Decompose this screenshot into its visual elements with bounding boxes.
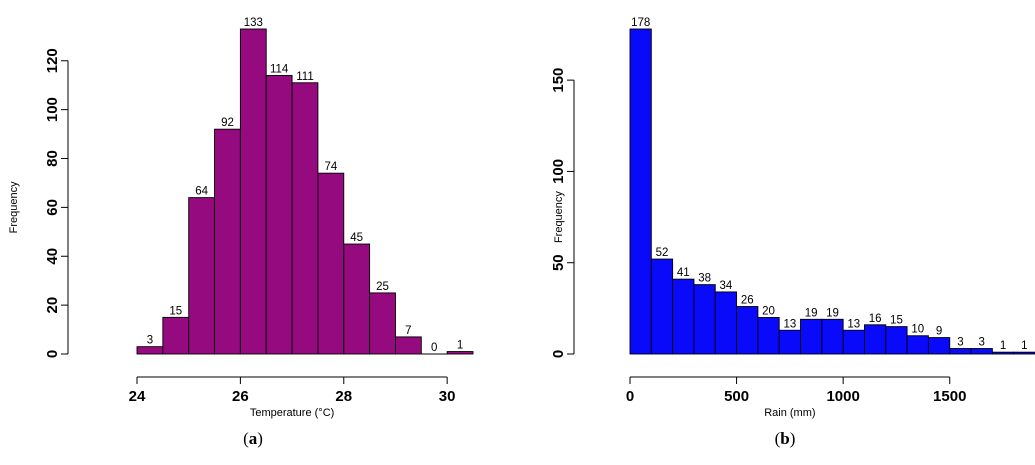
temp-x-tick-label: 28: [335, 388, 352, 405]
temp-x-tick-label: 30: [439, 388, 456, 405]
rain-bar-label: 19: [805, 307, 818, 319]
rain-bar-label: 3: [979, 337, 985, 349]
rain-y-axis-title: Frequency: [553, 191, 565, 243]
rain-bar-label: 9: [936, 326, 942, 338]
rain-bar-label: 13: [847, 318, 860, 330]
rain-bar-label: 38: [698, 273, 711, 285]
temp-bar-label: 74: [324, 161, 337, 173]
rain-bar: [885, 326, 908, 355]
rain-bar: [864, 324, 887, 355]
temp-bar-label: 25: [376, 281, 389, 293]
rain-bar-label: 15: [890, 315, 903, 327]
rain-bar: [927, 337, 951, 355]
rain-bar-label: 10: [911, 324, 924, 336]
rain-y-tick-label: 50: [550, 254, 567, 271]
temp-y-tick-label: 40: [44, 248, 61, 265]
rain-bar: [650, 258, 674, 355]
rain-bar-label: 34: [720, 280, 733, 292]
rain-y-tick-label: 0: [550, 350, 567, 358]
rain-bar: [757, 317, 780, 355]
temp-y-tick-label: 0: [44, 350, 61, 358]
rain-bar-label: 3: [957, 337, 963, 349]
temp-x-tick-label: 26: [232, 388, 249, 405]
rain-bar-label: 1: [1000, 340, 1006, 352]
rain-bar-label: 52: [656, 247, 669, 259]
temp-x-axis-title: Temperature (°C): [250, 407, 334, 419]
rain-y-tick-label: 150: [550, 68, 567, 93]
rain-x-axis-title: Rain (mm): [764, 407, 815, 419]
temp-bar: [136, 346, 164, 355]
rain-bar: [629, 28, 652, 355]
temp-bar: [317, 172, 345, 355]
temp-bar-label: 15: [169, 305, 182, 317]
temp-y-tick-label: 100: [44, 97, 61, 122]
temp-y-tick-label: 20: [44, 297, 61, 314]
temp-bar-label: 114: [270, 63, 289, 75]
temp-bar-label: 92: [221, 117, 234, 129]
temp-bar: [291, 82, 319, 355]
temp-bar-label: 7: [405, 325, 411, 337]
panel-caption-b: (b): [775, 429, 796, 448]
rain-bar: [821, 318, 844, 355]
temp-bar: [188, 197, 215, 355]
panel-letter: a: [249, 429, 258, 448]
temp-bar: [395, 336, 422, 355]
temp-bar-label: 1: [457, 340, 463, 352]
rain-bar: [906, 335, 929, 355]
rain-bar: [714, 291, 738, 355]
rain-bar-label: 20: [762, 305, 775, 317]
temp-bar-label: 45: [350, 232, 363, 244]
temp-y-tick-label: 80: [44, 150, 61, 167]
rain-bar: [693, 284, 716, 355]
rain-y-tick-label: 100: [550, 159, 567, 184]
rain-x-tick-label: 500: [724, 388, 749, 405]
rain-bar-label: 26: [741, 295, 754, 307]
rain-bar-label: 19: [826, 307, 839, 319]
temp-y-axis-title: Frequency: [8, 181, 20, 233]
rain-bar-label: 41: [677, 267, 690, 279]
panel-letter: b: [780, 429, 789, 448]
rain-x-tick-label: 1500: [933, 388, 966, 405]
rain-bar-label: 1: [1021, 340, 1027, 352]
rain-bar-label: 13: [783, 318, 796, 330]
rain-bar: [1013, 351, 1035, 355]
rain-bar: [800, 318, 823, 355]
temp-bar: [214, 128, 241, 355]
temp-bar: [239, 28, 267, 355]
temp-bar: [369, 292, 396, 355]
rain-bar: [991, 351, 1015, 355]
rain-bar: [778, 329, 801, 355]
temp-bar: [446, 351, 474, 355]
temp-bar-label: 111: [296, 71, 313, 83]
rain-bar: [949, 348, 972, 355]
rain-bar: [970, 348, 993, 355]
temp-bar-label: 133: [244, 17, 263, 29]
temp-bar: [265, 74, 293, 355]
temp-y-tick-label: 60: [44, 199, 61, 216]
panel-caption-a: (a): [243, 429, 263, 448]
temp-bar-label: 64: [195, 186, 208, 198]
rain-x-tick-label: 1000: [826, 388, 859, 405]
rain-bar: [672, 278, 695, 355]
rain-x-tick-label: 0: [626, 388, 634, 405]
temp-bar: [343, 243, 371, 355]
temp-x-tick-label: 24: [129, 388, 146, 405]
temp-bar-label: 3: [147, 335, 153, 347]
rain-bar: [842, 329, 865, 355]
rain-bar-label: 16: [869, 313, 882, 325]
rain-bar-label: 178: [631, 17, 650, 29]
temp-bar: [162, 316, 190, 355]
temp-y-tick-label: 120: [44, 48, 61, 73]
temp-bar-label: 0: [431, 342, 437, 354]
rain-bar: [736, 306, 759, 355]
